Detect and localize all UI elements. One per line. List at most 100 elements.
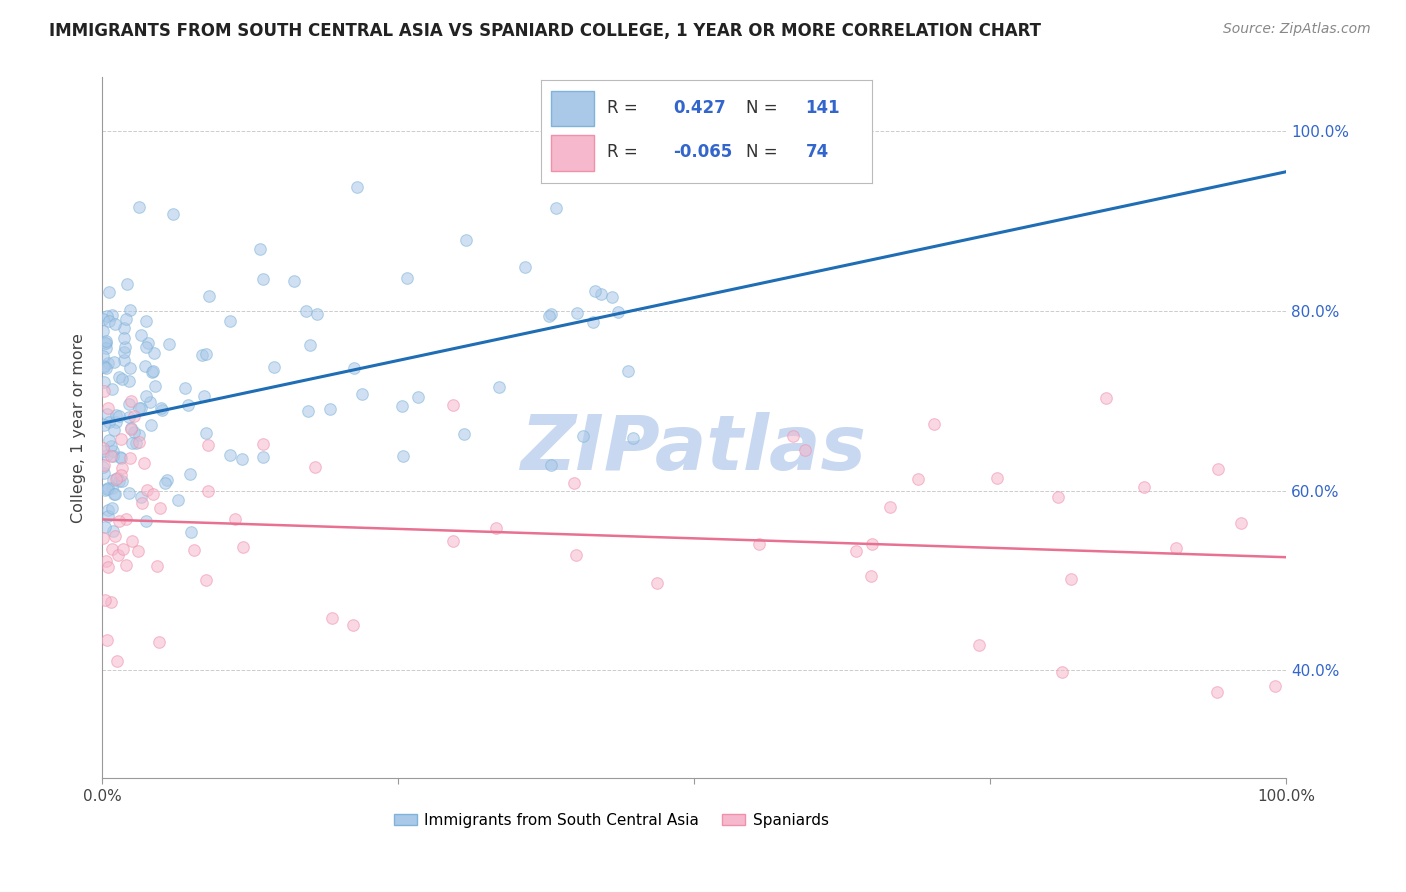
Point: [194, 426, 217, 441]
Point: [94, 483, 117, 498]
Point: [600, 290, 623, 304]
Point: [100, 500, 122, 515]
Point: [174, 381, 197, 395]
Point: [142, 363, 165, 377]
Point: [118, 374, 141, 388]
Point: [252, 450, 274, 465]
Point: [98, 416, 121, 430]
Point: [105, 654, 128, 668]
Point: [103, 487, 125, 501]
Point: [299, 338, 322, 352]
Point: [93, 324, 115, 338]
Point: [441, 398, 464, 412]
Point: [582, 315, 605, 329]
Point: [193, 388, 215, 402]
Text: 74: 74: [806, 143, 830, 161]
Point: [100, 595, 122, 609]
Text: ZIPatlas: ZIPatlas: [522, 412, 868, 486]
Point: [319, 401, 342, 416]
Point: [1264, 679, 1286, 693]
Point: [583, 285, 606, 299]
Point: [307, 307, 329, 321]
Point: [110, 468, 132, 483]
Point: [396, 271, 419, 285]
Point: [97, 503, 120, 517]
Point: [93, 531, 115, 545]
Point: [844, 544, 866, 558]
Point: [112, 345, 135, 359]
Point: [794, 443, 817, 458]
Point: [231, 451, 253, 466]
Point: [441, 534, 464, 549]
Point: [350, 386, 373, 401]
Point: [120, 422, 142, 436]
Point: [108, 370, 131, 384]
Point: [94, 554, 117, 568]
Point: [150, 401, 173, 415]
Point: [128, 401, 150, 416]
Point: [105, 415, 128, 429]
Point: [748, 536, 770, 550]
Point: [392, 450, 415, 464]
Point: [111, 372, 134, 386]
Point: [134, 456, 156, 470]
Point: [114, 340, 136, 354]
Point: [562, 475, 585, 490]
Point: [1205, 685, 1227, 699]
Point: [197, 438, 219, 452]
Point: [104, 317, 127, 331]
Point: [195, 573, 218, 587]
Point: [1133, 480, 1156, 494]
Point: [94, 335, 117, 350]
Point: [115, 512, 138, 526]
Point: [1060, 573, 1083, 587]
Point: [1230, 516, 1253, 530]
Point: [304, 460, 326, 475]
Point: [96, 408, 118, 422]
Point: [454, 234, 477, 248]
Point: [485, 521, 508, 535]
Point: [93, 467, 115, 481]
Y-axis label: College, 1 year or more: College, 1 year or more: [72, 333, 86, 523]
Point: [139, 418, 162, 433]
Point: [93, 359, 115, 374]
Point: [129, 328, 152, 343]
Point: [93, 441, 115, 455]
Point: [879, 500, 901, 514]
Point: [391, 399, 413, 413]
Point: [104, 529, 127, 543]
Point: [515, 260, 537, 274]
Point: [1166, 541, 1188, 555]
Point: [128, 428, 150, 442]
Point: [967, 638, 990, 652]
Text: -0.065: -0.065: [673, 143, 733, 161]
Point: [565, 548, 588, 562]
Point: [97, 481, 120, 495]
Point: [860, 569, 883, 583]
Point: [93, 418, 115, 433]
Point: [589, 287, 612, 301]
Point: [157, 337, 180, 351]
Text: N =: N =: [747, 143, 778, 161]
Point: [142, 486, 165, 500]
Point: [136, 483, 159, 497]
Point: [198, 289, 221, 303]
Point: [153, 476, 176, 491]
Point: [97, 434, 120, 448]
Point: [107, 409, 129, 423]
Point: [346, 179, 368, 194]
Point: [93, 384, 115, 398]
Point: [118, 486, 141, 500]
Point: [782, 428, 804, 442]
Point: [125, 436, 148, 450]
Point: [135, 389, 157, 403]
Point: [156, 473, 179, 487]
Point: [149, 500, 172, 515]
Point: [148, 635, 170, 649]
Point: [110, 451, 132, 466]
Point: [93, 444, 115, 458]
Point: [572, 429, 595, 443]
Point: [112, 320, 135, 334]
Point: [249, 242, 271, 256]
Text: N =: N =: [747, 99, 778, 117]
